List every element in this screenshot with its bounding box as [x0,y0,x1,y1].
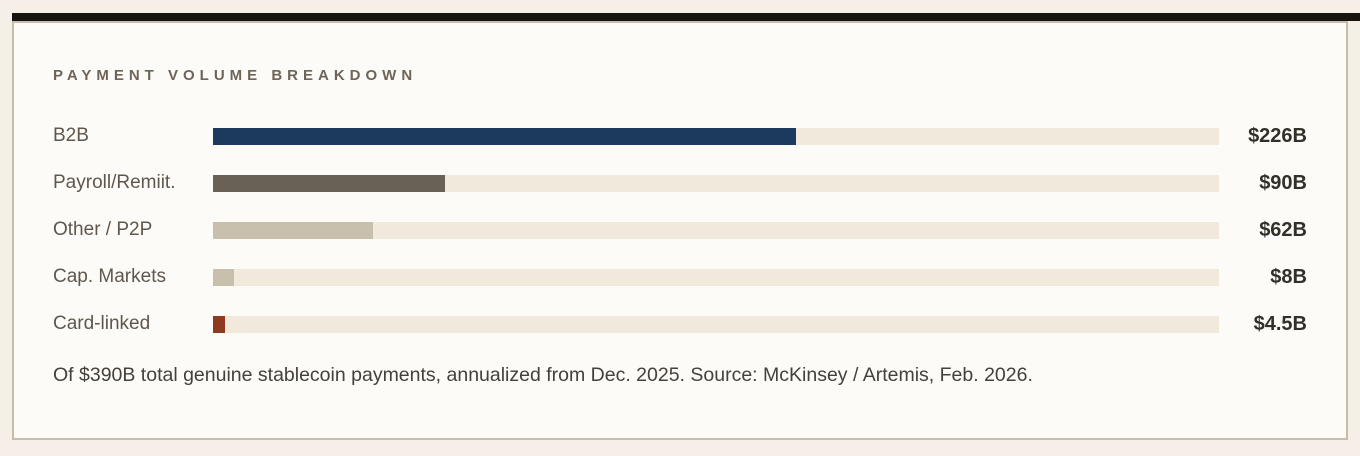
bar-category-label: Card-linked [53,313,151,334]
bar-fill [213,127,796,145]
top-accent-bar [12,13,1360,21]
bar-row: Card-linked $4.5B [53,309,1307,339]
bar-category-label: Cap. Markets [53,266,166,287]
bar-track [213,268,1219,286]
bar-rows: B2B $226B Payroll/Remiit. $90B Other / P2P $6… [53,121,1307,339]
bar-track [213,221,1219,239]
bar-track [213,174,1219,192]
bar-fill [213,268,234,286]
bar-fill [213,174,446,192]
bar-category-label: Other / P2P [53,219,153,240]
bar-value-label: $226B [1248,124,1307,147]
bar-category-label: B2B [53,125,89,146]
chart-title: PAYMENT VOLUME BREAKDOWN [53,67,418,84]
bar-row: Payroll/Remiit. $90B [53,168,1307,198]
bar-fill [213,221,373,239]
bar-row: B2B $226B [53,121,1307,151]
bar-track [213,315,1219,333]
bar-value-label: $4.5B [1253,312,1307,335]
bar-value-label: $8B [1270,265,1307,288]
bar-row: Other / P2P $62B [53,215,1307,245]
bar-value-label: $62B [1259,218,1307,241]
bar-fill [213,315,225,333]
bar-track [213,127,1219,145]
bar-row: Cap. Markets $8B [53,262,1307,292]
bar-value-label: $90B [1259,171,1307,194]
chart-card: PAYMENT VOLUME BREAKDOWN B2B $226B Payroll… [12,21,1348,440]
chart-source-note: Of $390B total genuine stablecoin paymen… [53,364,1033,386]
bar-category-label: Payroll/Remiit. [53,172,176,193]
